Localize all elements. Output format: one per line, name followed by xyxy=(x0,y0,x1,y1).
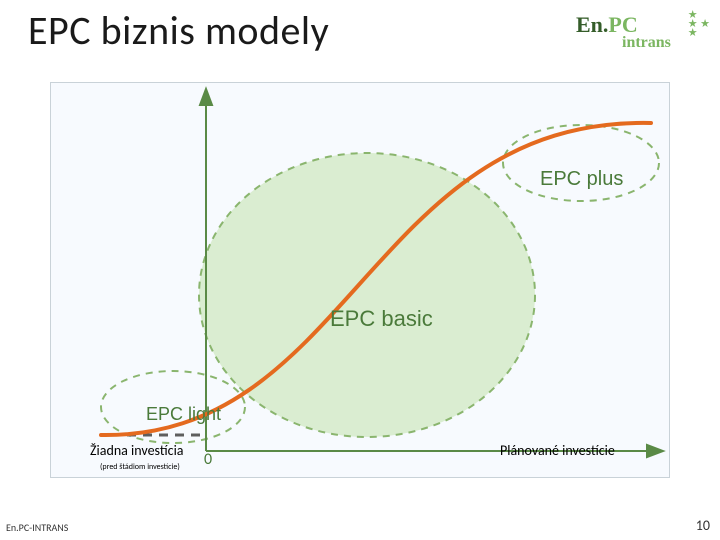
logo-stars: ★ ★ ★ ★ xyxy=(688,10,710,37)
star-icon: ★ xyxy=(688,26,698,39)
logo-brand-2: PC xyxy=(608,12,637,37)
x-axis-right-label: Plánované investície xyxy=(500,442,615,459)
logo: En.PC ★ ★ ★ ★ intrans xyxy=(576,12,712,60)
page-title: EPC biznis modely xyxy=(28,6,329,55)
label-epc-light: EPC light xyxy=(146,404,221,425)
chart-area xyxy=(50,82,670,478)
label-epc-basic: EPC basic xyxy=(330,306,433,332)
x-axis-left-sublabel: (pred štádiom investície) xyxy=(100,462,180,472)
chart-svg xyxy=(51,83,671,479)
page-number: 10 xyxy=(696,517,710,534)
star-icon: ★ xyxy=(700,17,710,30)
footer-left: En.PC-INTRANS xyxy=(6,521,68,534)
logo-brand-1: En. xyxy=(576,12,608,37)
label-epc-plus: EPC plus xyxy=(540,168,623,191)
x-axis-left-label: Žiadna investícia xyxy=(90,442,184,459)
region-basic-ellipse xyxy=(199,153,535,437)
slide: EPC biznis modely En.PC ★ ★ ★ ★ intrans … xyxy=(0,0,720,540)
origin-zero: 0 xyxy=(204,450,212,469)
